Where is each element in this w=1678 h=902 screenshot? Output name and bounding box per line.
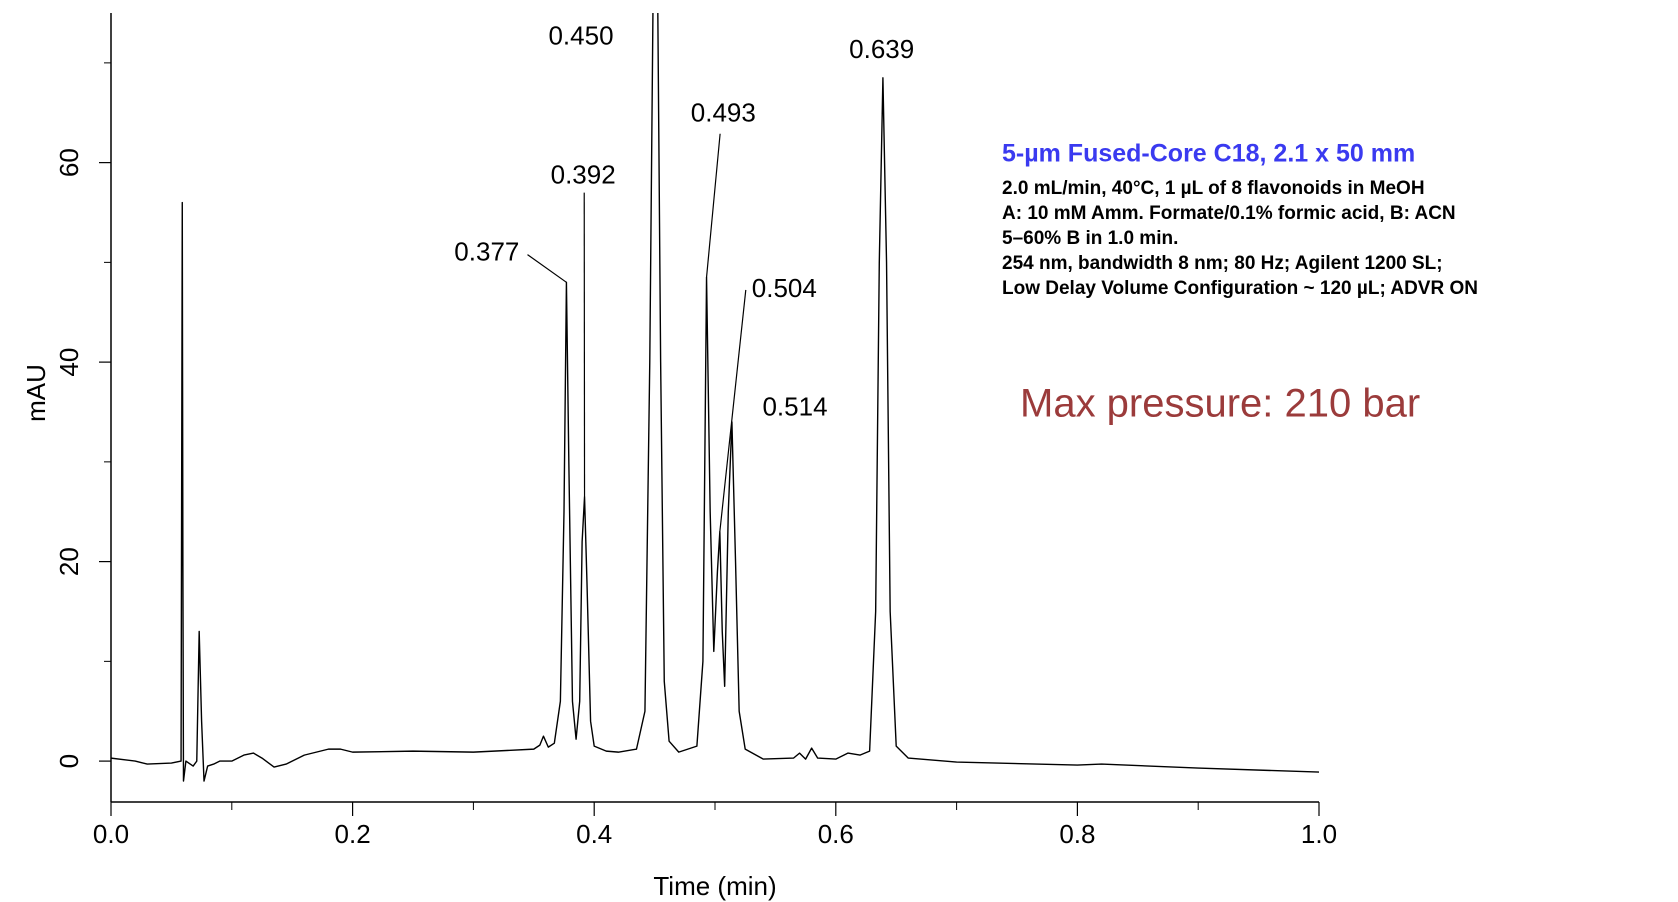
note-line: 254 nm, bandwidth 8 nm; 80 Hz; Agilent 1… bbox=[1002, 253, 1443, 274]
peak-label: 0.377 bbox=[454, 236, 519, 266]
x-tick-label: 0.8 bbox=[1059, 819, 1095, 849]
pressure-note: Max pressure: 210 bar bbox=[1020, 382, 1420, 426]
y-axis-title: mAU bbox=[21, 364, 51, 422]
trace-line bbox=[111, 13, 1319, 782]
y-tick-label: 0 bbox=[54, 754, 84, 768]
x-tick-label: 0.6 bbox=[818, 819, 854, 849]
peak-label: 0.450 bbox=[548, 20, 613, 50]
note-title: 5-µm Fused-Core C18, 2.1 x 50 mm bbox=[1002, 140, 1415, 168]
x-tick-label: 1.0 bbox=[1301, 819, 1337, 849]
x-axis-title: Time (min) bbox=[653, 871, 776, 901]
note-line: 5–60% B in 1.0 min. bbox=[1002, 228, 1178, 249]
note-line: Low Delay Volume Configuration ~ 120 µL;… bbox=[1002, 278, 1478, 299]
x-tick-label: 0.2 bbox=[335, 819, 371, 849]
peak-label: 0.493 bbox=[691, 97, 756, 127]
note-line: 2.0 mL/min, 40°C, 1 µL of 8 flavonoids i… bbox=[1002, 178, 1425, 199]
x-tick-label: 0.0 bbox=[93, 819, 129, 849]
plot-area bbox=[111, 13, 1319, 782]
peak-label: 0.514 bbox=[762, 392, 827, 422]
y-tick-label: 60 bbox=[54, 148, 84, 177]
peak-leader bbox=[705, 133, 721, 278]
peak-leader bbox=[719, 289, 747, 532]
peak-label: 0.639 bbox=[849, 34, 914, 64]
y-tick-label: 20 bbox=[54, 547, 84, 576]
peak-label: 0.504 bbox=[752, 273, 817, 303]
note-line: A: 10 mM Amm. Formate/0.1% formic acid, … bbox=[1002, 203, 1456, 224]
x-tick-label: 0.4 bbox=[576, 819, 612, 849]
y-tick-label: 40 bbox=[54, 348, 84, 377]
peak-label: 0.392 bbox=[551, 159, 616, 189]
peak-leader bbox=[527, 254, 567, 283]
